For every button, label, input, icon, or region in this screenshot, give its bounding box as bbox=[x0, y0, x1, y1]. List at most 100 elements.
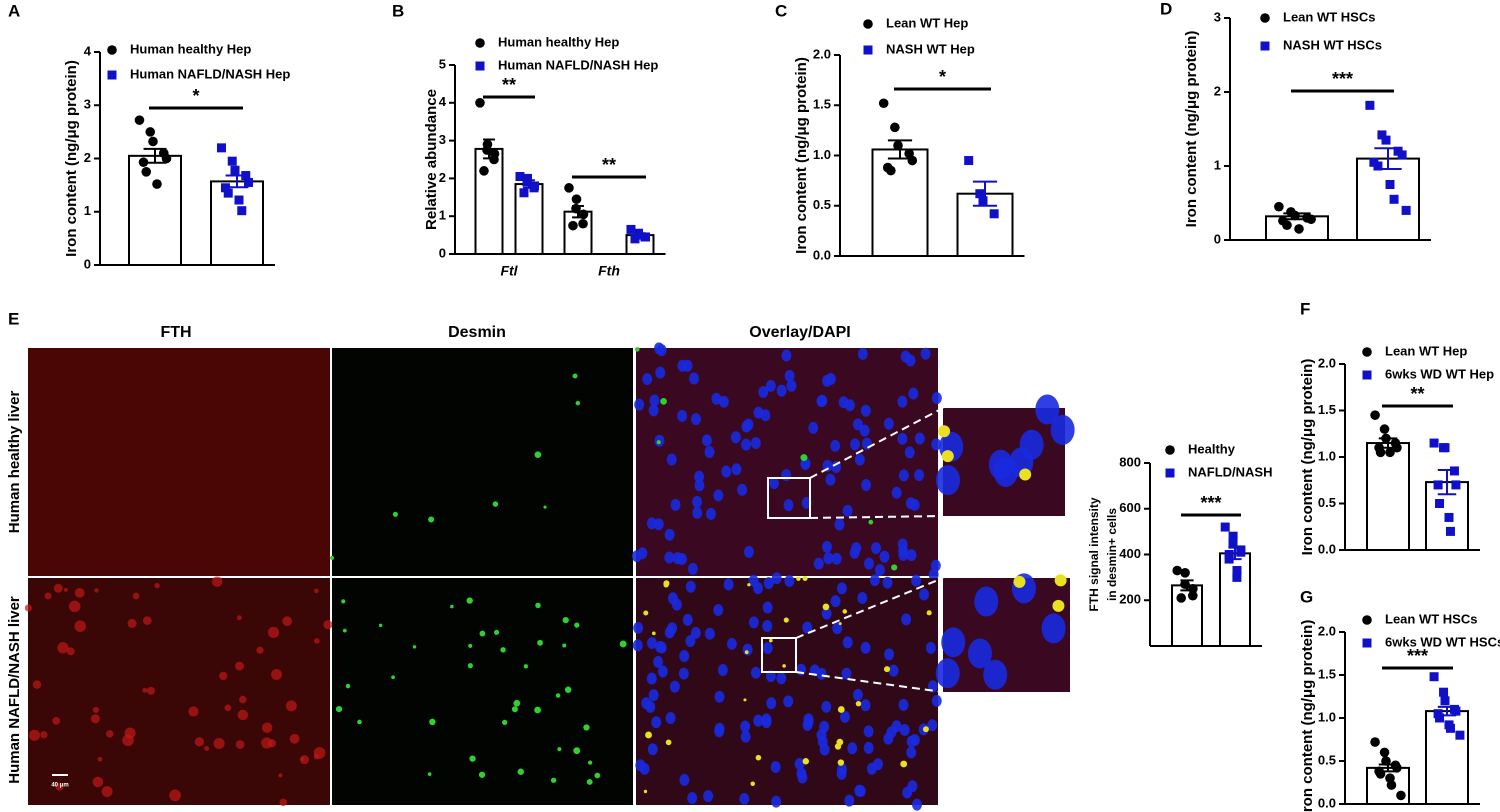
desmin-spot bbox=[822, 603, 830, 611]
panel-letter: E bbox=[8, 309, 19, 328]
nucleus bbox=[879, 550, 890, 563]
desmin-spot bbox=[796, 576, 801, 581]
data-point bbox=[138, 157, 149, 168]
desmin-spot bbox=[513, 699, 521, 707]
nucleus bbox=[930, 559, 941, 572]
nucleus bbox=[766, 697, 777, 710]
data-point bbox=[1451, 706, 1461, 716]
nucleus bbox=[907, 780, 918, 793]
nucleus bbox=[1041, 613, 1066, 644]
desmin-spot bbox=[900, 760, 908, 768]
nucleus bbox=[927, 719, 938, 732]
data-point bbox=[223, 188, 233, 198]
red-cell bbox=[267, 626, 280, 638]
red-cell bbox=[92, 776, 104, 788]
data-point bbox=[1445, 723, 1455, 733]
micrograph bbox=[636, 578, 938, 805]
y-axis-label: Relative abundance bbox=[423, 89, 440, 230]
nucleus bbox=[861, 437, 872, 450]
legend-label: Lean WT HSCs bbox=[1283, 9, 1375, 24]
nucleus bbox=[678, 667, 689, 680]
data-point bbox=[1282, 220, 1292, 230]
nucleus bbox=[860, 641, 871, 654]
nucleus bbox=[665, 712, 676, 725]
y-axis-label: Iron content (ng/μg protein) bbox=[1183, 31, 1200, 228]
nucleus bbox=[908, 387, 919, 400]
panel-letter: D bbox=[1160, 0, 1172, 18]
nucleus bbox=[762, 620, 773, 633]
data-point bbox=[1306, 214, 1316, 225]
desmin-spot bbox=[922, 726, 929, 733]
y-tick-label: 0 bbox=[1214, 231, 1221, 246]
red-cell bbox=[313, 747, 326, 759]
data-point bbox=[630, 234, 640, 244]
desmin-spot bbox=[855, 700, 862, 707]
data-point bbox=[241, 171, 251, 181]
red-cell bbox=[278, 773, 283, 778]
data-point bbox=[978, 196, 988, 206]
y-tick-label: 2.0 bbox=[1318, 623, 1336, 638]
data-point bbox=[1435, 713, 1445, 723]
legend-label: NASH WT HSCs bbox=[1283, 37, 1382, 52]
red-cell bbox=[279, 798, 287, 807]
nucleus bbox=[909, 733, 920, 746]
desmin-spot bbox=[587, 760, 593, 765]
y-tick-label: 2.0 bbox=[1318, 355, 1336, 370]
data-point bbox=[1370, 410, 1380, 420]
nucleus bbox=[687, 562, 698, 575]
desmin-spot bbox=[842, 609, 848, 614]
desmin-spot bbox=[427, 772, 432, 776]
significance-label: *** bbox=[1200, 493, 1221, 513]
nucleus bbox=[677, 409, 688, 422]
desmin-spot bbox=[467, 663, 473, 669]
y-tick-label: 0.0 bbox=[1318, 795, 1336, 810]
legend-marker bbox=[1362, 615, 1372, 625]
nucleus bbox=[776, 672, 787, 685]
nucleus bbox=[863, 725, 874, 738]
nucleus bbox=[703, 790, 714, 803]
desmin-spot bbox=[535, 602, 541, 609]
nucleus bbox=[854, 453, 865, 466]
nucleus bbox=[765, 670, 776, 683]
legend-label: Human NAFLD/NASH Hep bbox=[498, 57, 658, 72]
desmin-spot bbox=[583, 724, 590, 731]
legend-marker bbox=[1165, 468, 1175, 478]
nucleus bbox=[653, 655, 664, 668]
desmin-spot bbox=[478, 771, 486, 778]
panel-letter: B bbox=[392, 1, 404, 20]
legend-label: NAFLD/NASH bbox=[1188, 464, 1273, 479]
data-point bbox=[1401, 205, 1411, 215]
data-point bbox=[1180, 579, 1190, 590]
data-point bbox=[1444, 512, 1454, 522]
desmin-spot bbox=[834, 743, 842, 750]
nucleus bbox=[914, 469, 925, 482]
bar bbox=[1366, 442, 1410, 551]
nucleus bbox=[635, 759, 646, 772]
data-point bbox=[519, 188, 529, 198]
data-point bbox=[564, 183, 574, 193]
x-tick-label: Ftl bbox=[500, 263, 518, 279]
nucleus bbox=[830, 595, 841, 608]
nucleus bbox=[883, 417, 894, 430]
y-axis-label: in desmin+ cells bbox=[1105, 508, 1119, 601]
y-tick-label: 800 bbox=[1119, 454, 1141, 469]
bar bbox=[210, 180, 264, 267]
desmin-spot bbox=[634, 347, 640, 352]
nucleus bbox=[901, 613, 912, 626]
nucleus bbox=[935, 658, 960, 689]
nucleus bbox=[928, 568, 939, 581]
nucleus bbox=[784, 574, 795, 587]
desmin-spot bbox=[868, 519, 874, 525]
red-cell bbox=[282, 616, 293, 627]
nucleus bbox=[813, 557, 824, 570]
nucleus bbox=[850, 438, 861, 451]
red-cell bbox=[66, 647, 75, 656]
y-tick-label: 0.0 bbox=[813, 247, 831, 262]
y-tick-label: 1.5 bbox=[813, 97, 831, 112]
zoom-box bbox=[761, 637, 797, 673]
data-point bbox=[1290, 210, 1300, 221]
nucleus bbox=[931, 694, 942, 707]
data-point bbox=[1274, 201, 1284, 212]
data-point bbox=[134, 115, 145, 125]
desmin-spot bbox=[412, 645, 417, 649]
